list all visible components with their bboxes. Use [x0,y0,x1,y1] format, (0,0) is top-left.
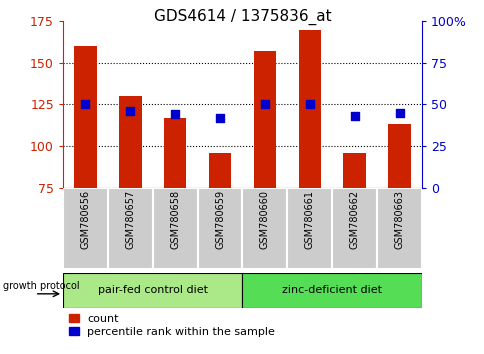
Text: GDS4614 / 1375836_at: GDS4614 / 1375836_at [153,9,331,25]
Bar [376,188,421,269]
Bar [164,118,186,188]
Text: GSM780660: GSM780660 [259,190,270,249]
Bar [298,29,320,188]
Bar [287,188,332,269]
Bar [63,188,107,269]
Text: GSM780662: GSM780662 [349,190,359,249]
Bar [209,153,231,188]
Bar [107,188,152,269]
Point [126,108,134,114]
Bar [253,51,275,188]
Bar [152,188,197,269]
Bar [197,188,242,269]
Text: GSM780661: GSM780661 [304,190,314,249]
Text: growth protocol: growth protocol [3,281,79,291]
Point [260,102,268,107]
Text: GSM780659: GSM780659 [214,190,225,249]
Point [81,102,89,107]
Bar [119,96,141,188]
Bar [63,273,242,308]
Point [350,113,358,119]
Bar [242,188,287,269]
Bar [242,273,421,308]
Legend: count, percentile rank within the sample: count, percentile rank within the sample [68,314,275,337]
Text: GSM780657: GSM780657 [125,190,135,249]
Bar [74,46,96,188]
Bar [332,188,376,269]
Point [305,102,313,107]
Bar [388,124,410,188]
Text: GSM780658: GSM780658 [170,190,180,249]
Point [216,115,224,121]
Text: GSM780663: GSM780663 [393,190,404,249]
Text: zinc-deficient diet: zinc-deficient diet [282,285,381,295]
Text: GSM780656: GSM780656 [80,190,91,249]
Text: pair-fed control diet: pair-fed control diet [98,285,207,295]
Bar [343,153,365,188]
Point [171,112,179,117]
Point [395,110,403,116]
